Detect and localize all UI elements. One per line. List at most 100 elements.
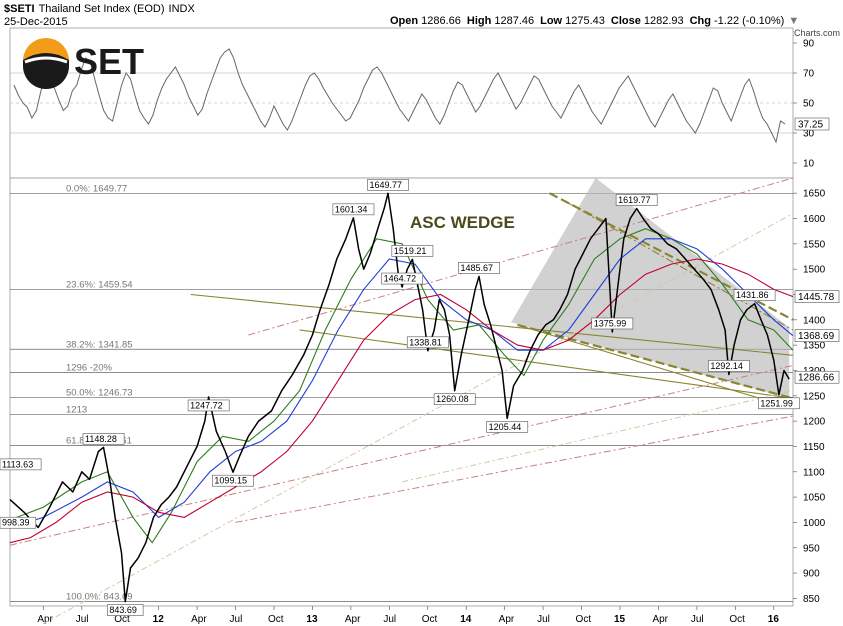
trend-line xyxy=(248,177,794,336)
x-tick-label: Jul xyxy=(383,614,396,625)
x-tick-label: Jul xyxy=(76,614,89,625)
price-label-box xyxy=(187,399,230,412)
price-label-box xyxy=(82,433,125,445)
price-point-label: 1338.81 xyxy=(409,337,442,347)
close-label: Close xyxy=(611,15,641,27)
price-label-box xyxy=(391,245,434,257)
price-y-tick-label: 1650 xyxy=(803,189,826,200)
price-y-tick-label: 1200 xyxy=(803,417,826,428)
x-tick-label: Apr xyxy=(652,614,668,625)
price-y-tick-label: 900 xyxy=(803,569,820,580)
price-y-tick-label: 950 xyxy=(803,543,820,554)
price-label-box xyxy=(486,421,529,433)
axis-value-box xyxy=(794,329,840,342)
rsi-y-tick-label: 50 xyxy=(803,99,815,110)
price-label-box xyxy=(733,289,776,301)
rsi-y-tick-label: 10 xyxy=(803,159,815,170)
asc-wedge-annotation: ASC WEDGE xyxy=(410,213,515,232)
price-point-label: 1485.67 xyxy=(460,263,493,273)
fib-level-label: 38.2%: 1341.85 xyxy=(66,339,133,350)
axis-value-box xyxy=(794,290,840,303)
fib-level-label: 23.6%: 1459.54 xyxy=(66,280,133,291)
moving-average-sma-slow xyxy=(9,258,794,544)
trend-line xyxy=(299,329,794,399)
chart-date: 25-Dec-2015 xyxy=(4,16,68,28)
open-value: 1286.66 xyxy=(421,15,461,27)
x-tick-label: Oct xyxy=(268,614,284,625)
fib-level-label: 0.0%: 1649.77 xyxy=(66,183,127,194)
x-tick-label: 16 xyxy=(768,614,780,625)
price-y-tick-label: 1150 xyxy=(803,442,825,453)
x-tick-label: Apr xyxy=(191,614,207,625)
trend-line xyxy=(43,213,794,625)
close-value: 1282.93 xyxy=(644,15,684,27)
x-tick-label: Oct xyxy=(729,614,745,625)
axis-value-label: 1445.78 xyxy=(798,292,835,303)
axis-value-label: 1368.69 xyxy=(798,331,835,342)
high-label: High xyxy=(467,15,492,27)
price-label-box xyxy=(591,317,634,330)
stockcharts-credit: @ StockCharts.com xyxy=(760,28,840,38)
x-tick-label: 12 xyxy=(153,614,165,625)
price-point-label: 1649.77 xyxy=(369,180,402,190)
price-label-box xyxy=(0,516,37,529)
rsi-line xyxy=(13,48,786,144)
x-tick-label: Apr xyxy=(37,614,53,625)
price-point-label: 1205.44 xyxy=(489,422,522,432)
low-label: Low xyxy=(540,15,562,27)
axis-value-box xyxy=(794,370,840,384)
x-tick-label: Oct xyxy=(422,614,438,625)
axis-value-label: 1286.66 xyxy=(798,373,835,384)
chg-down-icon: ▼ xyxy=(788,15,799,27)
trend-line xyxy=(9,364,794,546)
trend-line xyxy=(402,390,794,483)
price-y-tick-label: 1250 xyxy=(803,391,826,402)
price-point-label: 1619.77 xyxy=(618,195,651,205)
price-y-tick-label: 1550 xyxy=(803,239,826,250)
low-value: 1275.43 xyxy=(565,15,605,27)
x-tick-label: Oct xyxy=(114,614,130,625)
price-point-label: 1292.14 xyxy=(710,361,743,371)
x-tick-label: 15 xyxy=(614,614,626,625)
x-tick-label: Apr xyxy=(499,614,515,625)
x-tick-label: 14 xyxy=(460,614,472,625)
price-line xyxy=(9,192,790,603)
x-tick-label: Jul xyxy=(691,614,704,625)
price-y-tick-label: 1400 xyxy=(803,315,826,326)
price-label-box xyxy=(615,194,658,206)
price-label-box xyxy=(381,272,423,285)
trend-line xyxy=(190,293,794,356)
trend-line xyxy=(568,202,794,331)
price-point-label: 1464.72 xyxy=(384,274,417,284)
rsi-y-tick-label: 70 xyxy=(803,69,815,80)
price-label-box xyxy=(107,604,144,616)
price-y-tick-label: 1500 xyxy=(803,265,826,276)
x-tick-label: 13 xyxy=(306,614,318,625)
price-y-tick-label: 850 xyxy=(803,594,820,605)
price-point-label: 843.69 xyxy=(109,605,137,615)
symbol: $SETI xyxy=(4,3,35,15)
support-level-label: 1213 xyxy=(66,405,87,416)
price-point-label: 1251.99 xyxy=(760,398,793,408)
price-y-tick-label: 1050 xyxy=(803,493,826,504)
fib-level-label: 50.0%: 1246.73 xyxy=(66,387,133,398)
rsi-y-tick-label: 90 xyxy=(803,39,815,50)
chg-value: -1.22 (-0.10%) xyxy=(714,15,784,27)
moving-average-sma-mid xyxy=(9,238,794,529)
rsi-value-box xyxy=(794,117,830,131)
price-point-label: 1519.21 xyxy=(394,246,427,256)
rsi-last-value: 37.25 xyxy=(798,120,823,131)
price-label-box xyxy=(212,474,254,487)
price-y-tick-label: 1600 xyxy=(803,214,826,225)
price-label-box xyxy=(433,393,476,405)
x-tick-label: Oct xyxy=(576,614,592,625)
set-logo: SET xyxy=(23,38,144,89)
price-label-box xyxy=(406,336,449,349)
price-point-label: 1148.28 xyxy=(85,434,117,444)
price-y-tick-label: 1000 xyxy=(803,518,826,529)
set-logo-text: SET xyxy=(74,41,144,82)
price-point-label: 1260.08 xyxy=(436,394,469,404)
